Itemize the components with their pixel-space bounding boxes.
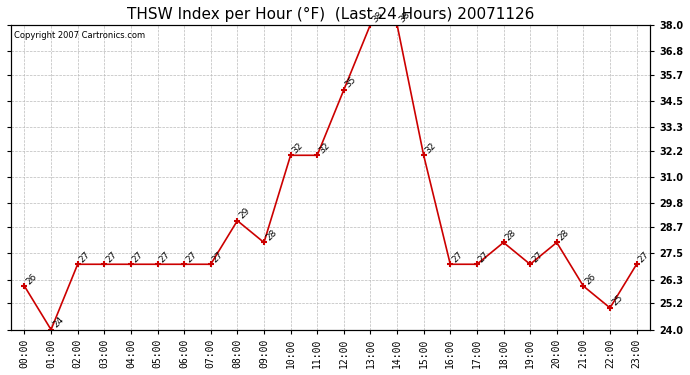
Text: 25: 25 bbox=[610, 294, 624, 308]
Title: THSW Index per Hour (°F)  (Last 24 Hours) 20071126: THSW Index per Hour (°F) (Last 24 Hours)… bbox=[127, 7, 534, 22]
Text: 27: 27 bbox=[131, 250, 146, 264]
Text: 27: 27 bbox=[184, 250, 199, 264]
Text: 27: 27 bbox=[210, 250, 225, 264]
Text: 32: 32 bbox=[424, 141, 438, 155]
Text: 26: 26 bbox=[583, 272, 598, 286]
Text: 28: 28 bbox=[504, 228, 518, 243]
Text: 24: 24 bbox=[51, 315, 66, 330]
Text: 38: 38 bbox=[397, 10, 411, 24]
Text: 32: 32 bbox=[290, 141, 305, 155]
Text: 32: 32 bbox=[317, 141, 332, 155]
Text: 29: 29 bbox=[237, 206, 252, 220]
Text: 27: 27 bbox=[637, 250, 651, 264]
Text: 28: 28 bbox=[264, 228, 278, 243]
Text: Copyright 2007 Cartronics.com: Copyright 2007 Cartronics.com bbox=[14, 31, 146, 40]
Text: 27: 27 bbox=[157, 250, 172, 264]
Text: 27: 27 bbox=[104, 250, 119, 264]
Text: 27: 27 bbox=[451, 250, 464, 264]
Text: 35: 35 bbox=[344, 75, 358, 90]
Text: 38: 38 bbox=[371, 10, 385, 24]
Text: 27: 27 bbox=[477, 250, 491, 264]
Text: 27: 27 bbox=[78, 250, 92, 264]
Text: 28: 28 bbox=[557, 228, 571, 243]
Text: 26: 26 bbox=[24, 272, 39, 286]
Text: 27: 27 bbox=[530, 250, 544, 264]
